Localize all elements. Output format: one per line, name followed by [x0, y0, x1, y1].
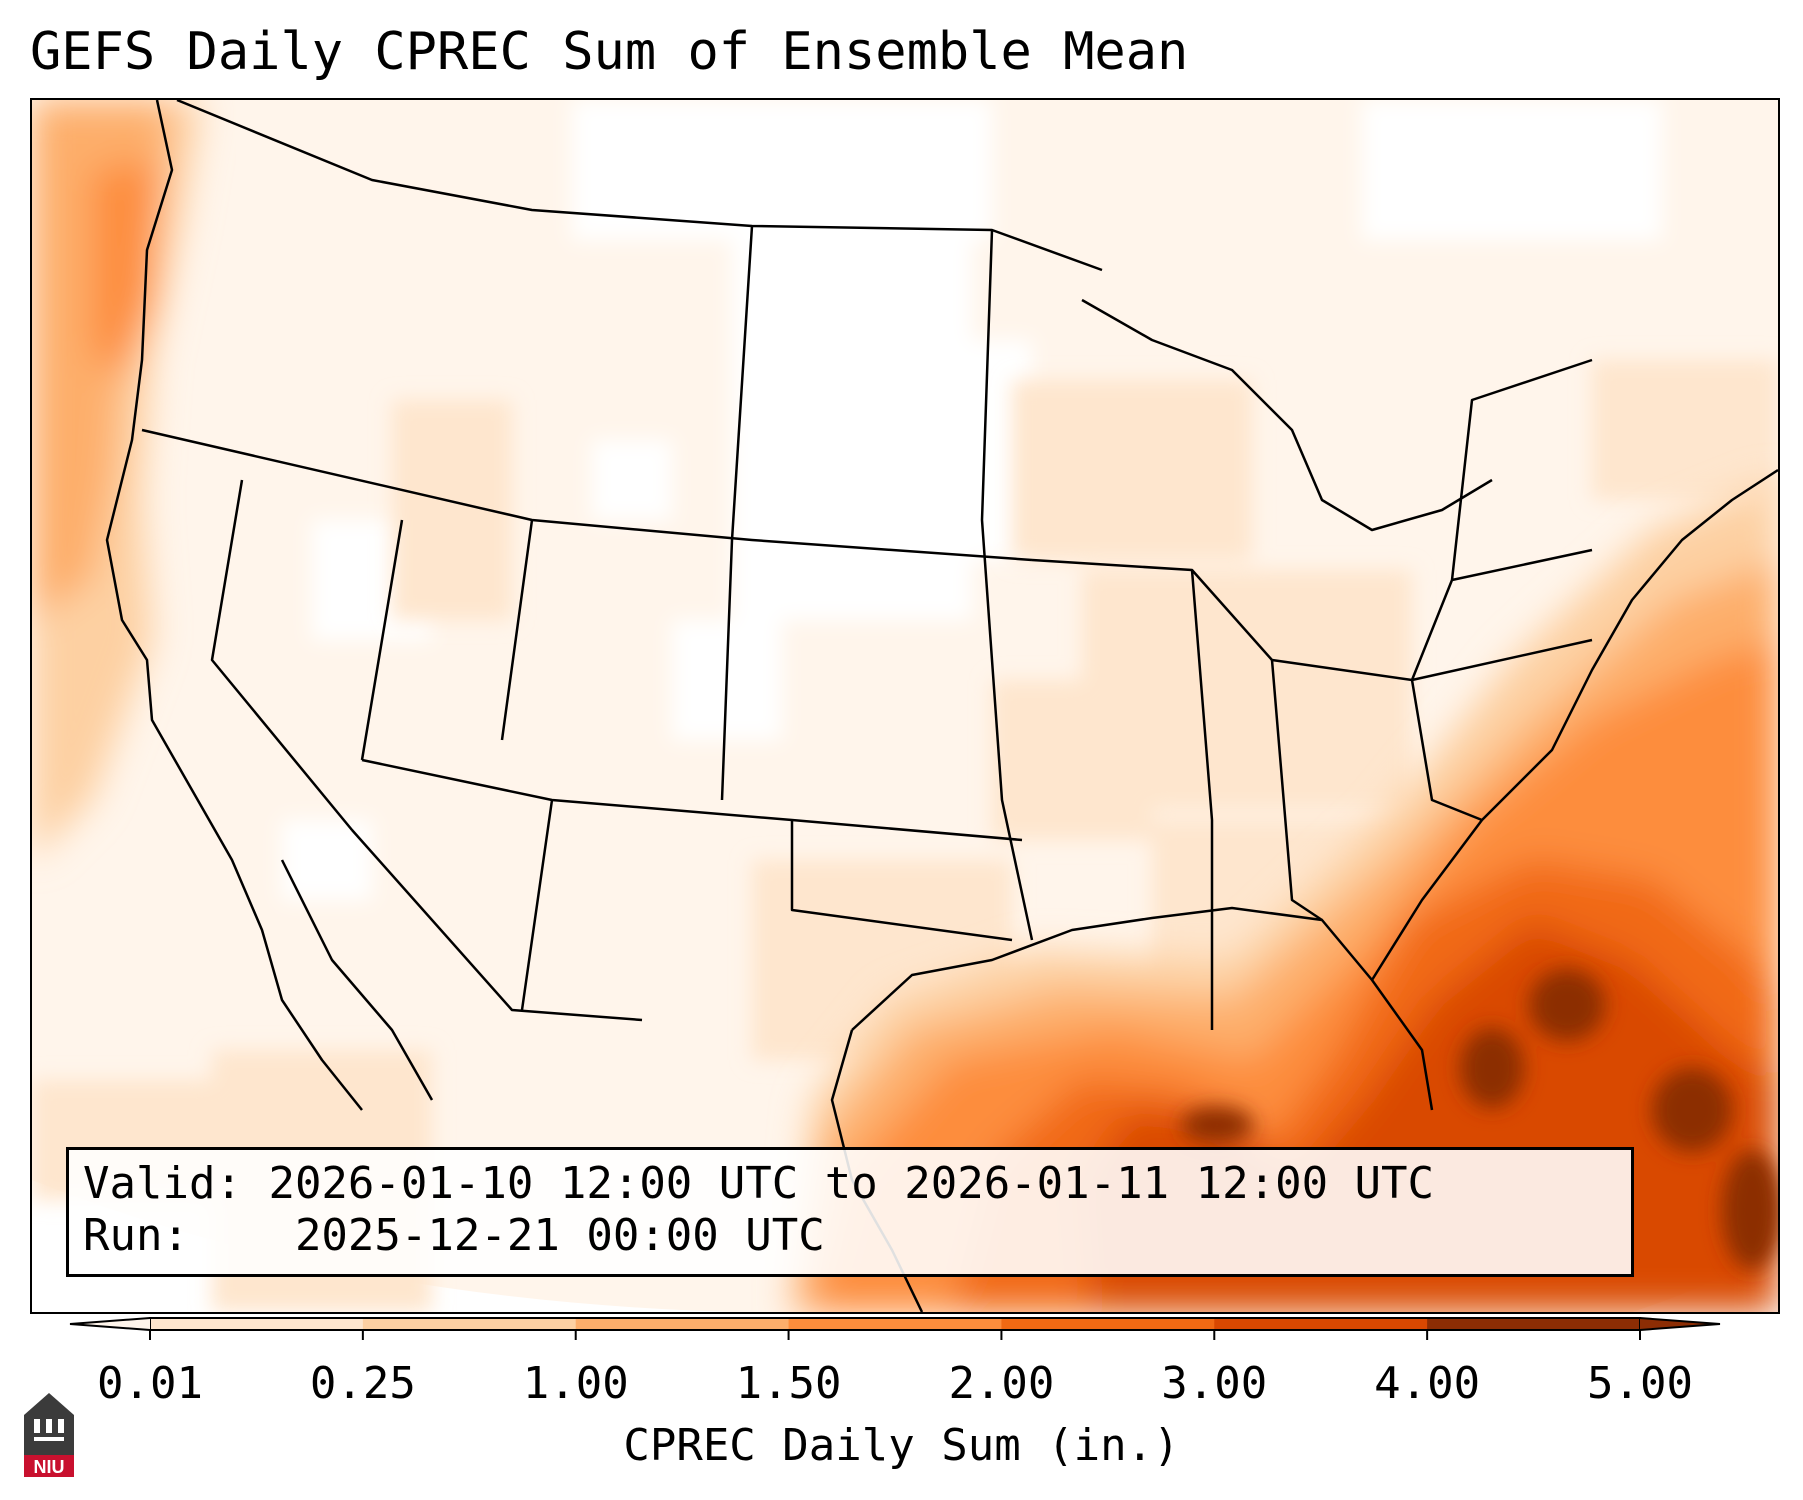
- colorbar-segment: [1214, 1318, 1428, 1330]
- east-coastline: [1370, 468, 1778, 981]
- state-lines-west: [141, 428, 1033, 1022]
- colorbar-tick-label: 1.50: [735, 1358, 842, 1409]
- valid-label: Valid:: [83, 1158, 242, 1209]
- map-boundaries: [105, 100, 1778, 1312]
- colorbar-segment: [788, 1318, 1002, 1330]
- gulf-coastline: [851, 906, 1434, 1111]
- heavy-precip-cores: [1181, 969, 1778, 1270]
- map-panel: [30, 98, 1780, 1314]
- colorbar-tick-label: 4.00: [1374, 1358, 1481, 1409]
- colorbar-segment: [150, 1318, 364, 1330]
- colorbar-tick-label: 0.01: [97, 1358, 203, 1409]
- niu-logo: NIU: [24, 1393, 74, 1477]
- run-value: 2025-12-21 00:00 UTC: [294, 1210, 825, 1261]
- colorbar-label: CPREC Daily Sum (in.): [623, 1420, 1180, 1471]
- colorbar-tick-label: 5.00: [1587, 1358, 1693, 1409]
- state-lines-east: [1190, 358, 1593, 1030]
- run-label: Run:: [83, 1210, 189, 1261]
- colorbar-ticks: [149, 1330, 1641, 1340]
- precipitation-map: [32, 100, 1778, 1312]
- colorbar-tick-label: 2.00: [948, 1358, 1055, 1409]
- colorbar-segment: [1001, 1318, 1215, 1330]
- domain-edge: [32, 1180, 732, 1312]
- colorbar-segment: [362, 1318, 577, 1330]
- colorbar-segment: [1427, 1318, 1641, 1330]
- state-lines-central: [720, 225, 1593, 942]
- validity-info-box: Valid: 2026-01-10 12:00 UTC to 2026-01-1…: [66, 1147, 1634, 1277]
- west-coastline: [105, 100, 363, 1111]
- colorbar-segment: [575, 1318, 790, 1330]
- valid-value: 2026-01-10 12:00 UTC to 2026-01-11 12:00…: [268, 1158, 1435, 1209]
- baja-coastline: [280, 859, 434, 1101]
- colorbar-max-extend: [1639, 1317, 1721, 1331]
- colorbar-segments: [149, 1317, 1641, 1331]
- us-canada-border: [176, 100, 1103, 272]
- colorbar-tick-label: 0.25: [309, 1358, 416, 1409]
- colorbar-min-extend: [69, 1317, 151, 1331]
- colorbar: [69, 1317, 1721, 1340]
- great-lakes: [1081, 298, 1493, 532]
- map-title: GEFS Daily CPREC Sum of Ensemble Mean: [30, 22, 1189, 82]
- colorbar-tick-label: 1.00: [522, 1358, 629, 1409]
- colorbar-tick-label: 3.00: [1161, 1358, 1268, 1409]
- pacific-precip-band: [32, 100, 202, 860]
- logo-text: NIU: [34, 1457, 65, 1477]
